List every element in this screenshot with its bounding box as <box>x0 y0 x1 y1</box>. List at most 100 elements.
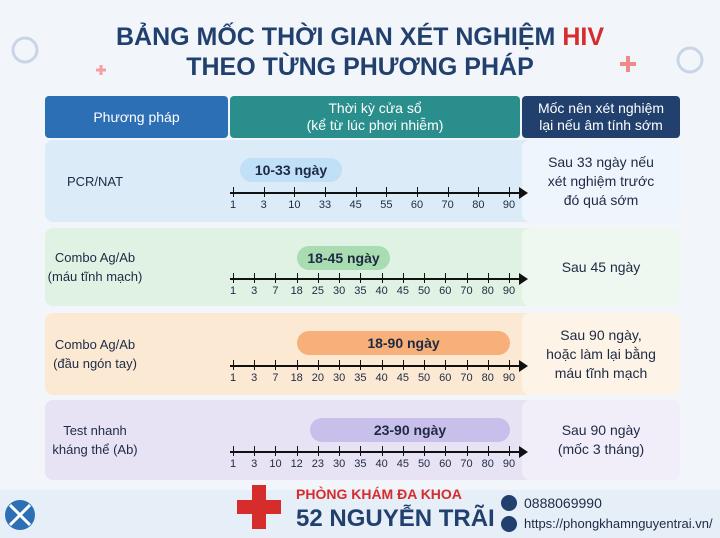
tick-mark <box>417 187 418 197</box>
recommendation-text: đó quá sớm <box>563 191 639 208</box>
tick-mark <box>275 360 277 370</box>
tick-mark <box>424 446 426 456</box>
tick-label: 90 <box>502 372 516 384</box>
tick-mark <box>296 446 298 456</box>
method-text: Test nhanh <box>63 423 127 438</box>
axis-line <box>230 192 520 194</box>
title-highlight: HIV <box>562 23 604 51</box>
tick-label: 80 <box>472 199 485 211</box>
recommendation-text: Sau 45 ngày <box>561 258 641 275</box>
window-bar: 10-33 ngày <box>240 158 342 182</box>
tick-mark <box>254 446 256 456</box>
tick-mark <box>466 360 468 370</box>
tick-mark <box>445 360 447 370</box>
tick-mark <box>233 273 234 283</box>
recommendation-text: Sau 90 ngày, <box>560 326 642 343</box>
tick-mark <box>447 187 449 197</box>
clinic-top: PHÒNG KHÁM ĐA KHOA <box>296 486 462 502</box>
tick-label: 60 <box>439 458 452 470</box>
tick-label: 3 <box>260 199 267 211</box>
tick-label: 40 <box>375 458 388 470</box>
tick-label: 45 <box>349 199 362 211</box>
tick-label: 30 <box>333 285 346 297</box>
tick-mark <box>360 360 362 370</box>
tick-mark <box>294 187 296 197</box>
method-cell: Test nhanh kháng thể (Ab) <box>45 400 145 480</box>
method-text: (máu tĩnh mạch) <box>47 269 143 284</box>
tick-label: 50 <box>417 458 431 470</box>
tick-mark <box>466 446 468 456</box>
axis-arrow <box>519 446 528 458</box>
tick-label: 1 <box>229 372 237 384</box>
tick-label: 60 <box>410 199 424 211</box>
tick-mark <box>254 273 256 283</box>
tick-mark <box>487 446 489 456</box>
window-bar: 23-90 ngày <box>310 418 510 442</box>
tick-label: 60 <box>439 372 452 384</box>
tick-mark <box>254 360 256 370</box>
method-text: PCR/NAT <box>66 173 124 189</box>
tick-mark <box>509 273 510 283</box>
recommendation-text: hoặc làm lại bằng <box>546 345 656 362</box>
tick-mark <box>233 360 234 370</box>
tick-mark <box>381 273 383 283</box>
tick-label: 50 <box>417 372 431 384</box>
tick-label: 23 <box>311 458 325 470</box>
tick-mark <box>339 446 341 456</box>
tick-label: 80 <box>481 285 494 297</box>
tick-label: 40 <box>375 285 388 297</box>
recommendation-text: Sau 33 ngày nếu <box>548 153 654 170</box>
header-text: Thời kỳ cửa sổ <box>328 100 422 116</box>
tick-label: 3 <box>251 372 258 384</box>
tick-label: 80 <box>481 372 494 384</box>
window-bar: 18-90 ngày <box>297 331 510 355</box>
recommendation-cell: Sau 90 ngày, hoặc làm lại bằng máu tĩnh mạ… <box>522 313 680 395</box>
tick-label: 10 <box>269 458 282 470</box>
method-text: kháng thể (Ab) <box>52 442 138 457</box>
tick-mark <box>296 360 298 370</box>
tick-mark <box>445 446 447 456</box>
tick-label: 35 <box>354 458 367 470</box>
row-right-bg <box>522 140 680 222</box>
tick-label: 90 <box>502 458 516 470</box>
tick-label: 18 <box>290 372 303 384</box>
tick-mark <box>233 446 234 456</box>
clinic-name: 52 NGUYỄN TRÃI <box>296 505 495 532</box>
recommendation-cell: Sau 90 ngày (mốc 3 tháng) <box>522 400 680 480</box>
tick-mark <box>478 187 480 197</box>
recommendation-cell: Sau 45 ngày <box>522 228 680 306</box>
tick-label: 30 <box>333 372 346 384</box>
tick-mark <box>263 187 265 197</box>
header-text: lại nếu âm tính sớm <box>539 117 663 133</box>
recommendation-text: máu tĩnh mạch <box>554 364 648 381</box>
row-right-bg <box>522 228 680 306</box>
axis-line <box>230 365 520 367</box>
header-cell: Thời kỳ cửa sổ (kể từ lúc phơi nhiễm) <box>230 96 520 138</box>
tick-mark <box>317 446 319 456</box>
tick-mark <box>360 273 362 283</box>
tick-label: 70 <box>460 458 473 470</box>
recommendation-cell: Sau 33 ngày nếu xét nghiệm trước đó quá sớ… <box>522 140 680 222</box>
axis-arrow <box>519 273 528 285</box>
tick-label: 55 <box>380 199 393 211</box>
tick-mark <box>487 273 489 283</box>
tick-label: 90 <box>502 199 516 211</box>
tick-mark <box>355 187 357 197</box>
website[interactable]: https://phongkhamnguyentrai.vn/ <box>524 516 713 531</box>
header-cell: Mốc nên xét nghiệm lại nếu âm tính sớm <box>522 96 680 138</box>
tick-label: 10 <box>288 199 301 211</box>
tick-mark <box>317 273 319 283</box>
tick-label: 12 <box>290 458 303 470</box>
recommendation-text: xét nghiệm trước <box>547 172 655 189</box>
tick-label: 90 <box>502 285 516 297</box>
method-cell: Combo Ag/Ab (máu tĩnh mạch) <box>45 228 145 306</box>
tick-mark <box>386 187 388 197</box>
tick-label: 50 <box>417 285 431 297</box>
tick-label: 30 <box>333 458 346 470</box>
method-cell: Combo Ag/Ab (đầu ngón tay) <box>45 313 145 395</box>
tick-mark <box>275 273 277 283</box>
title: BẢNG MỐC THỜI GIAN XÉT NGHIỆM HIV THEO T… <box>0 22 720 82</box>
tick-label: 45 <box>396 285 409 297</box>
tick-label: 20 <box>311 372 325 384</box>
